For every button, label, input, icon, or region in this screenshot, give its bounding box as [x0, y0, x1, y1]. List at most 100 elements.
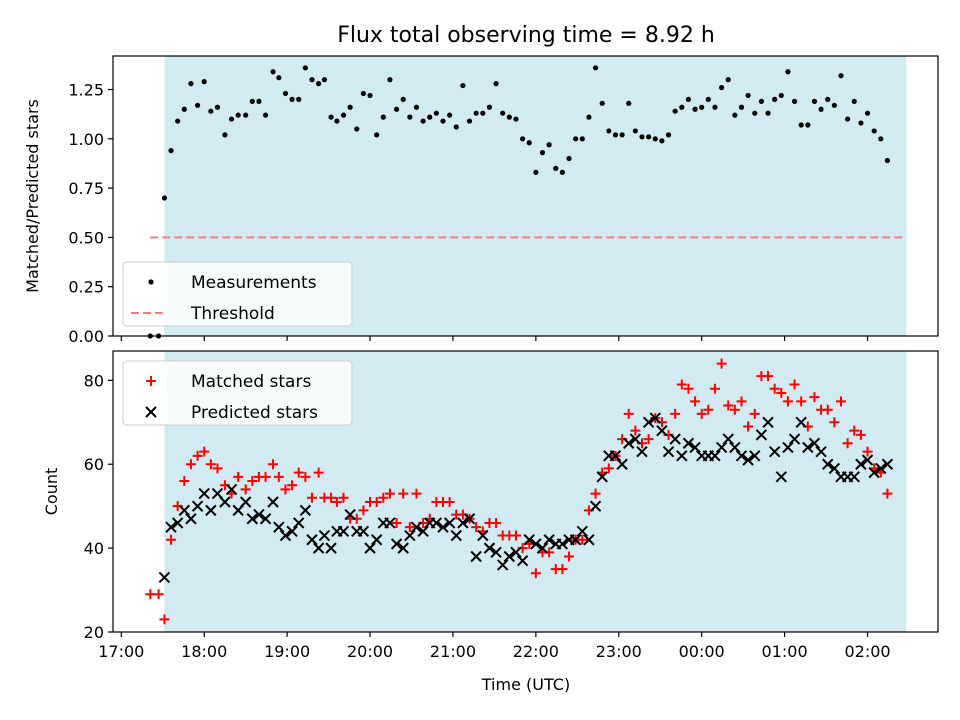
ratio-marks — [147, 65, 907, 339]
predicted-star-point — [596, 471, 608, 483]
measurement-point — [360, 90, 367, 97]
matched-star-point — [670, 408, 681, 419]
predicted-star-point — [344, 508, 356, 521]
matched-star-point — [829, 417, 840, 428]
measurement-point — [460, 82, 466, 89]
matched-star-point — [723, 400, 734, 411]
predicted-star-point — [477, 529, 489, 542]
predicted-star-point — [490, 546, 502, 559]
measurement-point — [864, 110, 871, 116]
measurement-point — [699, 104, 705, 110]
measurement-point — [309, 77, 315, 83]
measurement-point — [289, 96, 295, 102]
matched-star-point — [769, 383, 780, 394]
predicted-star-point — [662, 445, 675, 458]
matched-star-point — [835, 396, 846, 407]
matched-star-point — [371, 496, 382, 507]
measurement-point — [738, 104, 745, 110]
predicted-star-point — [171, 517, 184, 529]
measurement-point — [573, 136, 579, 142]
matched-star-point — [862, 446, 873, 457]
measurement-point — [367, 92, 373, 99]
measurement-point — [222, 132, 228, 138]
y-tick-label: 0.75 — [68, 179, 104, 198]
predicted-star-point — [384, 517, 396, 529]
matched-star-point — [796, 396, 807, 407]
measurement-point — [201, 79, 207, 85]
matched-star-point — [326, 492, 337, 503]
matched-star-point — [603, 463, 614, 474]
predicted-star-point — [629, 433, 642, 445]
matched-star-point — [280, 484, 291, 495]
predicted-star-point — [299, 504, 312, 517]
predicted-star-point — [808, 437, 821, 449]
matched-star-point — [331, 496, 342, 507]
matched-star-point — [166, 534, 177, 545]
predicted-star-point — [483, 542, 496, 554]
measurement-point — [632, 128, 638, 134]
measurement-point — [387, 77, 393, 83]
predicted-star-point — [855, 458, 867, 470]
measurement-point — [480, 110, 486, 116]
measurement-point — [592, 65, 599, 71]
matched-star-point — [703, 404, 714, 415]
measurement-point — [466, 118, 473, 124]
x-tick-label: 19:00 — [264, 642, 310, 661]
measurement-point — [685, 96, 692, 102]
predicted-star-point — [735, 450, 748, 462]
predicted-star-point — [709, 450, 721, 462]
predicted-star-point — [337, 525, 350, 538]
measurement-point — [433, 110, 439, 116]
measurement-point — [486, 104, 493, 110]
predicted-star-point — [253, 508, 265, 521]
matched-star-point — [736, 396, 747, 407]
y-tick-label: 0.00 — [68, 327, 104, 346]
predicted-star-point — [357, 525, 370, 538]
matched-star-point — [273, 471, 284, 482]
measurement-point — [778, 92, 784, 99]
predicted-star-point — [715, 441, 728, 454]
matched-star-point — [690, 396, 701, 407]
chart-title: Flux total observing time = 8.92 h — [337, 23, 715, 48]
measurement-point — [328, 114, 334, 120]
predicted-star-point — [742, 454, 754, 466]
measurement-point — [208, 108, 214, 114]
measurement-point — [639, 134, 645, 140]
matched-star-point — [510, 530, 521, 541]
matched-star-point — [378, 492, 389, 503]
predicted-star-point — [656, 424, 668, 437]
measurement-point — [805, 122, 811, 128]
matched-star-point — [185, 459, 196, 470]
legend-box — [122, 261, 353, 327]
predicted-star-point — [536, 542, 549, 554]
measurement-point — [791, 98, 798, 104]
predicted-star-point — [430, 517, 443, 529]
measurement-point — [249, 98, 255, 104]
predicted-star-point — [364, 542, 376, 554]
measurement-point — [181, 106, 187, 112]
matched-star-point — [849, 425, 860, 436]
measurement-point — [811, 98, 818, 104]
predicted-star-point — [868, 466, 880, 479]
matched-star-point — [471, 522, 482, 533]
x-tick-label: 23:00 — [596, 642, 642, 661]
predicted-star-point — [782, 441, 794, 454]
count-plot-frame — [112, 350, 939, 633]
predicted-star-point — [636, 445, 648, 458]
measurement-point — [758, 98, 764, 104]
predicted-star-point — [762, 416, 774, 429]
measurement-point — [513, 116, 519, 122]
measurement-point — [626, 100, 632, 106]
predicted-star-point — [642, 416, 655, 429]
predicted-star-point — [178, 504, 191, 517]
predicted-star-point — [722, 433, 734, 445]
matched-star-point — [716, 358, 727, 369]
measurementsseries — [147, 65, 891, 339]
predicted-star-point — [569, 534, 582, 546]
predicted-star-point — [225, 483, 238, 496]
measurement-point — [334, 118, 340, 124]
matched-star-point — [313, 467, 324, 478]
measurement-point — [619, 132, 625, 138]
predicted-star-point — [503, 550, 516, 563]
predicted-star-point — [450, 529, 462, 542]
